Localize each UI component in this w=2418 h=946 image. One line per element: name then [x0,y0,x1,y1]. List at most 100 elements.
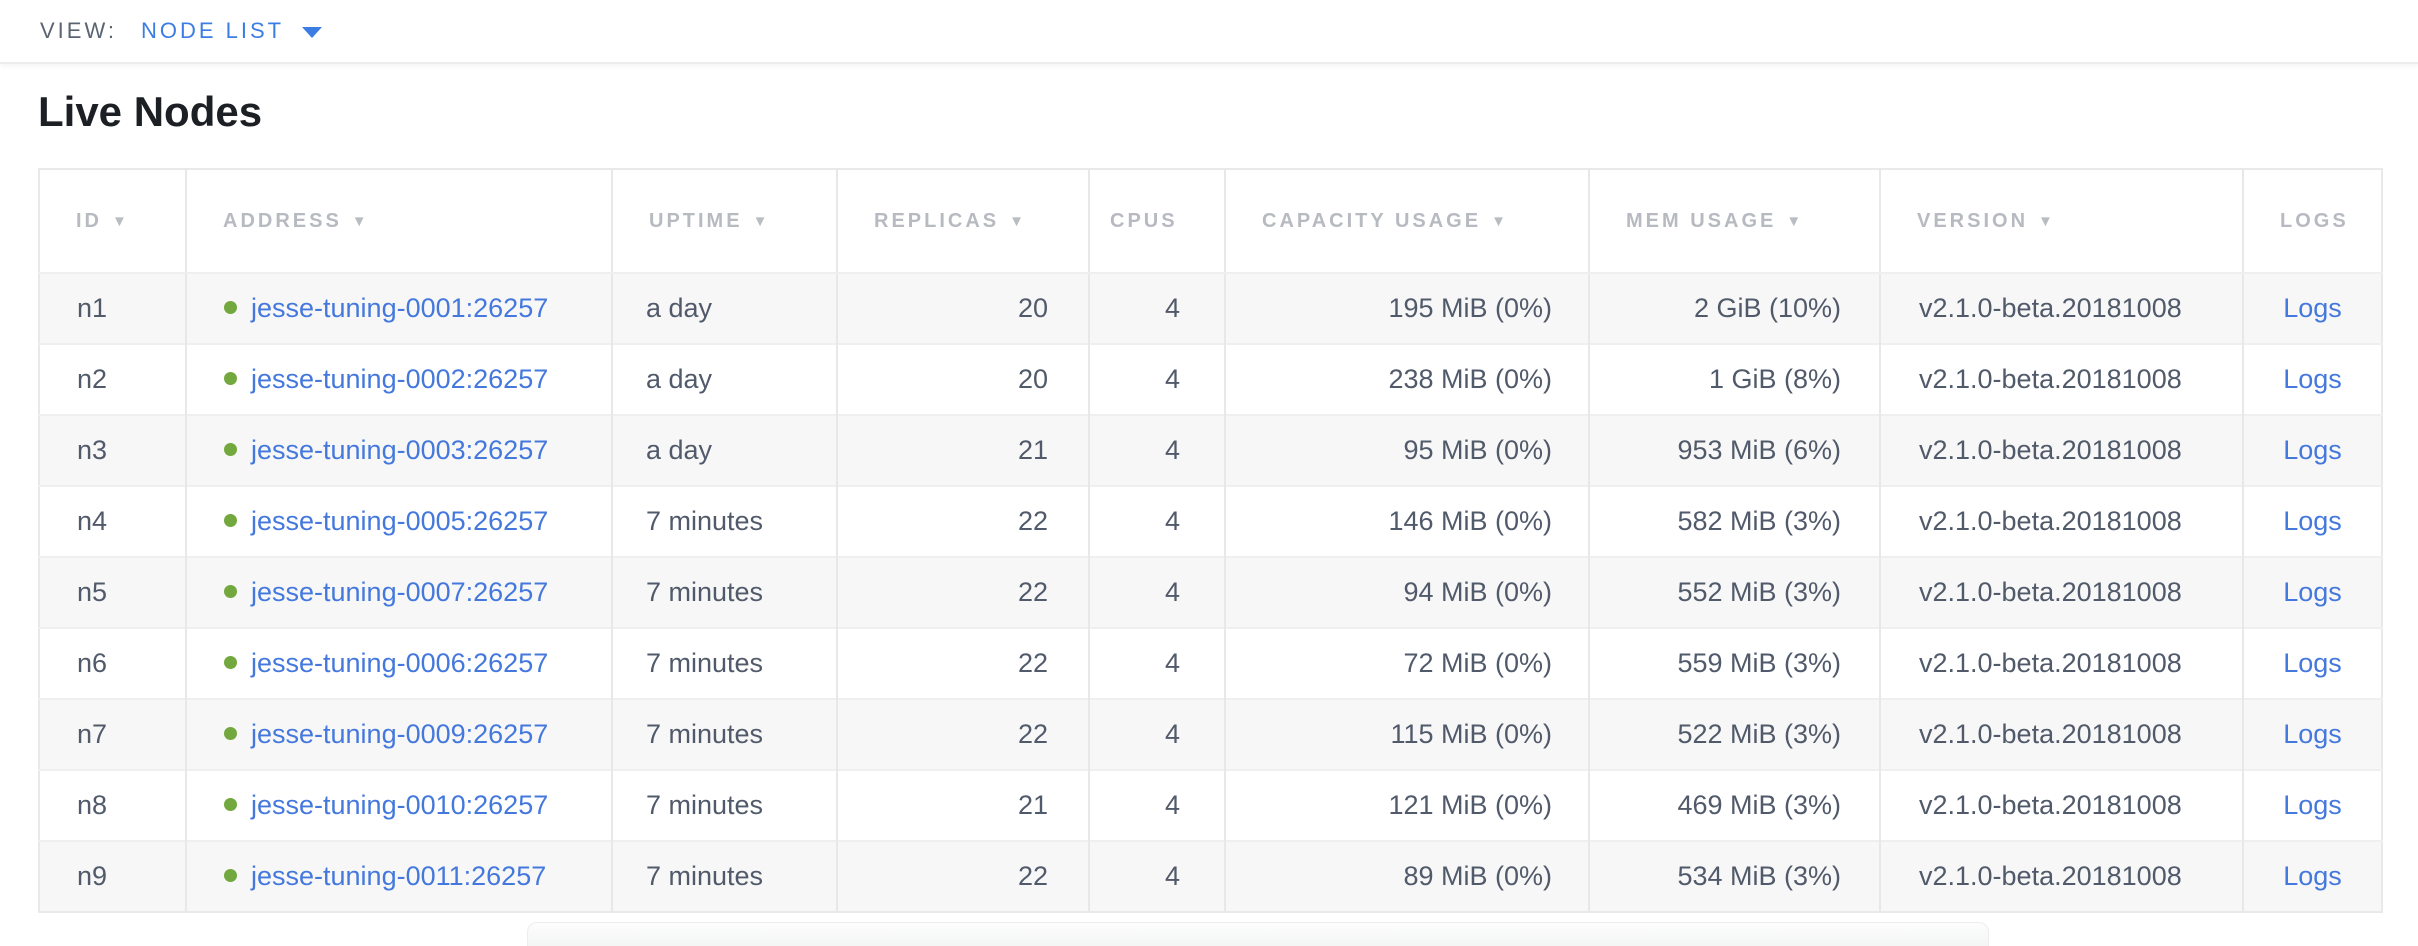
node-address-cell: jesse-tuning-0009:26257 [186,698,613,770]
live-status-dot-icon [224,585,237,599]
node-logs-cell: Logs [2243,698,2382,770]
node-address-link[interactable]: jesse-tuning-0010:26257 [251,790,549,820]
node-version-cell: v2.1.0-beta.20181008 [1880,769,2244,841]
node-address-link[interactable]: jesse-tuning-0009:26257 [251,719,549,749]
node-uptime-cell: 7 minutes [612,698,838,770]
node-cpus-cell: 4 [1089,840,1226,912]
node-replicas-cell: 21 [837,769,1090,841]
node-address-link[interactable]: jesse-tuning-0005:26257 [251,506,549,536]
node-uptime-cell: 7 minutes [612,485,838,557]
column-header-version[interactable]: VERSION ▼ [1880,169,2244,274]
node-id-cell: n2 [39,343,187,415]
node-capacity-cell: 94 MiB (0%) [1225,556,1590,628]
node-address-cell: jesse-tuning-0010:26257 [186,769,613,841]
node-mem-cell: 953 MiB (6%) [1589,414,1881,486]
next-panel-top-edge [527,922,1989,946]
node-mem-cell: 469 MiB (3%) [1589,769,1881,841]
column-header-label: LOGS [2280,209,2349,232]
node-id-cell: n9 [39,840,187,912]
node-capacity-cell: 95 MiB (0%) [1225,414,1590,486]
column-header-logs: LOGS [2243,169,2382,274]
column-header-address[interactable]: ADDRESS ▼ [186,169,613,274]
node-mem-cell: 559 MiB (3%) [1589,627,1881,699]
node-id-cell: n7 [39,698,187,770]
node-uptime-cell: a day [612,343,838,415]
table-row: n2 jesse-tuning-0002:26257 a day 20 4 238 MiB… [39,343,2382,415]
node-replicas-cell: 22 [837,556,1090,628]
node-logs-cell: Logs [2243,627,2382,699]
column-header-label: CAPACITY USAGE [1262,209,1482,232]
table-row: n6 jesse-tuning-0006:26257 7 minutes 22 4 72 … [39,627,2382,699]
column-header-replicas[interactable]: REPLICAS ▼ [837,169,1090,274]
column-header-id[interactable]: ID ▼ [39,169,187,274]
node-version-cell: v2.1.0-beta.20181008 [1880,698,2244,770]
logs-link[interactable]: Logs [2283,577,2342,607]
table-row: n4 jesse-tuning-0005:26257 7 minutes 22 4 146… [39,485,2382,557]
node-cpus-cell: 4 [1089,273,1226,344]
node-uptime-cell: a day [612,414,838,486]
view-label: VIEW: [40,18,117,43]
nodes-table: ID ▼ ADDRESS ▼ UPTIME ▼ REPLICAS ▼ CPUS CAPACITY … [38,168,2383,913]
node-version-cell: v2.1.0-beta.20181008 [1880,556,2244,628]
node-capacity-cell: 72 MiB (0%) [1225,627,1590,699]
node-mem-cell: 582 MiB (3%) [1589,485,1881,557]
table-row: n1 jesse-tuning-0001:26257 a day 20 4 195 MiB… [39,273,2382,344]
node-id-cell: n8 [39,769,187,841]
column-header-uptime[interactable]: UPTIME ▼ [612,169,838,274]
node-id-cell: n6 [39,627,187,699]
node-capacity-cell: 146 MiB (0%) [1225,485,1590,557]
node-address-cell: jesse-tuning-0001:26257 [186,273,613,344]
column-header-label: VERSION [1917,209,2029,232]
node-capacity-cell: 195 MiB (0%) [1225,273,1590,344]
node-capacity-cell: 238 MiB (0%) [1225,343,1590,415]
sort-desc-icon: ▼ [752,212,771,230]
view-selector-dropdown[interactable]: NODE LIST [140,18,323,44]
node-mem-cell: 522 MiB (3%) [1589,698,1881,770]
node-version-cell: v2.1.0-beta.20181008 [1880,343,2244,415]
logs-link[interactable]: Logs [2283,293,2342,323]
logs-link[interactable]: Logs [2283,435,2342,465]
node-logs-cell: Logs [2243,840,2382,912]
logs-link[interactable]: Logs [2283,506,2342,536]
node-version-cell: v2.1.0-beta.20181008 [1880,414,2244,486]
column-header-label: REPLICAS [874,209,1000,232]
live-status-dot-icon [224,727,237,741]
table-row: n9 jesse-tuning-0011:26257 7 minutes 22 4 89 … [39,840,2382,912]
node-address-link[interactable]: jesse-tuning-0011:26257 [251,861,547,891]
node-address-cell: jesse-tuning-0007:26257 [186,556,613,628]
node-address-cell: jesse-tuning-0006:26257 [186,627,613,699]
logs-link[interactable]: Logs [2283,861,2342,891]
node-replicas-cell: 21 [837,414,1090,486]
node-version-cell: v2.1.0-beta.20181008 [1880,627,2244,699]
node-address-link[interactable]: jesse-tuning-0007:26257 [251,577,549,607]
table-row: n8 jesse-tuning-0010:26257 7 minutes 21 4 121… [39,769,2382,841]
node-replicas-cell: 22 [837,627,1090,699]
logs-link[interactable]: Logs [2283,364,2342,394]
node-id-cell: n3 [39,414,187,486]
node-cpus-cell: 4 [1089,414,1226,486]
node-address-cell: jesse-tuning-0011:26257 [186,840,613,912]
view-selected-value: NODE LIST [140,18,285,43]
live-status-dot-icon [224,656,237,670]
node-uptime-cell: 7 minutes [612,556,838,628]
node-address-link[interactable]: jesse-tuning-0006:26257 [251,648,549,678]
logs-link[interactable]: Logs [2283,790,2342,820]
live-status-dot-icon [224,372,237,386]
node-address-link[interactable]: jesse-tuning-0002:26257 [251,364,549,394]
column-header-capacity[interactable]: CAPACITY USAGE ▼ [1225,169,1590,274]
node-mem-cell: 1 GiB (8%) [1589,343,1881,415]
node-address-link[interactable]: jesse-tuning-0003:26257 [251,435,549,465]
logs-link[interactable]: Logs [2283,648,2342,678]
column-header-mem[interactable]: MEM USAGE ▼ [1589,169,1881,274]
node-uptime-cell: 7 minutes [612,840,838,912]
table-row: n5 jesse-tuning-0007:26257 7 minutes 22 4 94 … [39,556,2382,628]
node-logs-cell: Logs [2243,343,2382,415]
node-id-cell: n4 [39,485,187,557]
node-cpus-cell: 4 [1089,769,1226,841]
node-address-link[interactable]: jesse-tuning-0001:26257 [251,293,549,323]
node-mem-cell: 534 MiB (3%) [1589,840,1881,912]
logs-link[interactable]: Logs [2283,719,2342,749]
column-header-label: UPTIME [649,209,743,232]
node-replicas-cell: 22 [837,485,1090,557]
node-replicas-cell: 20 [837,343,1090,415]
